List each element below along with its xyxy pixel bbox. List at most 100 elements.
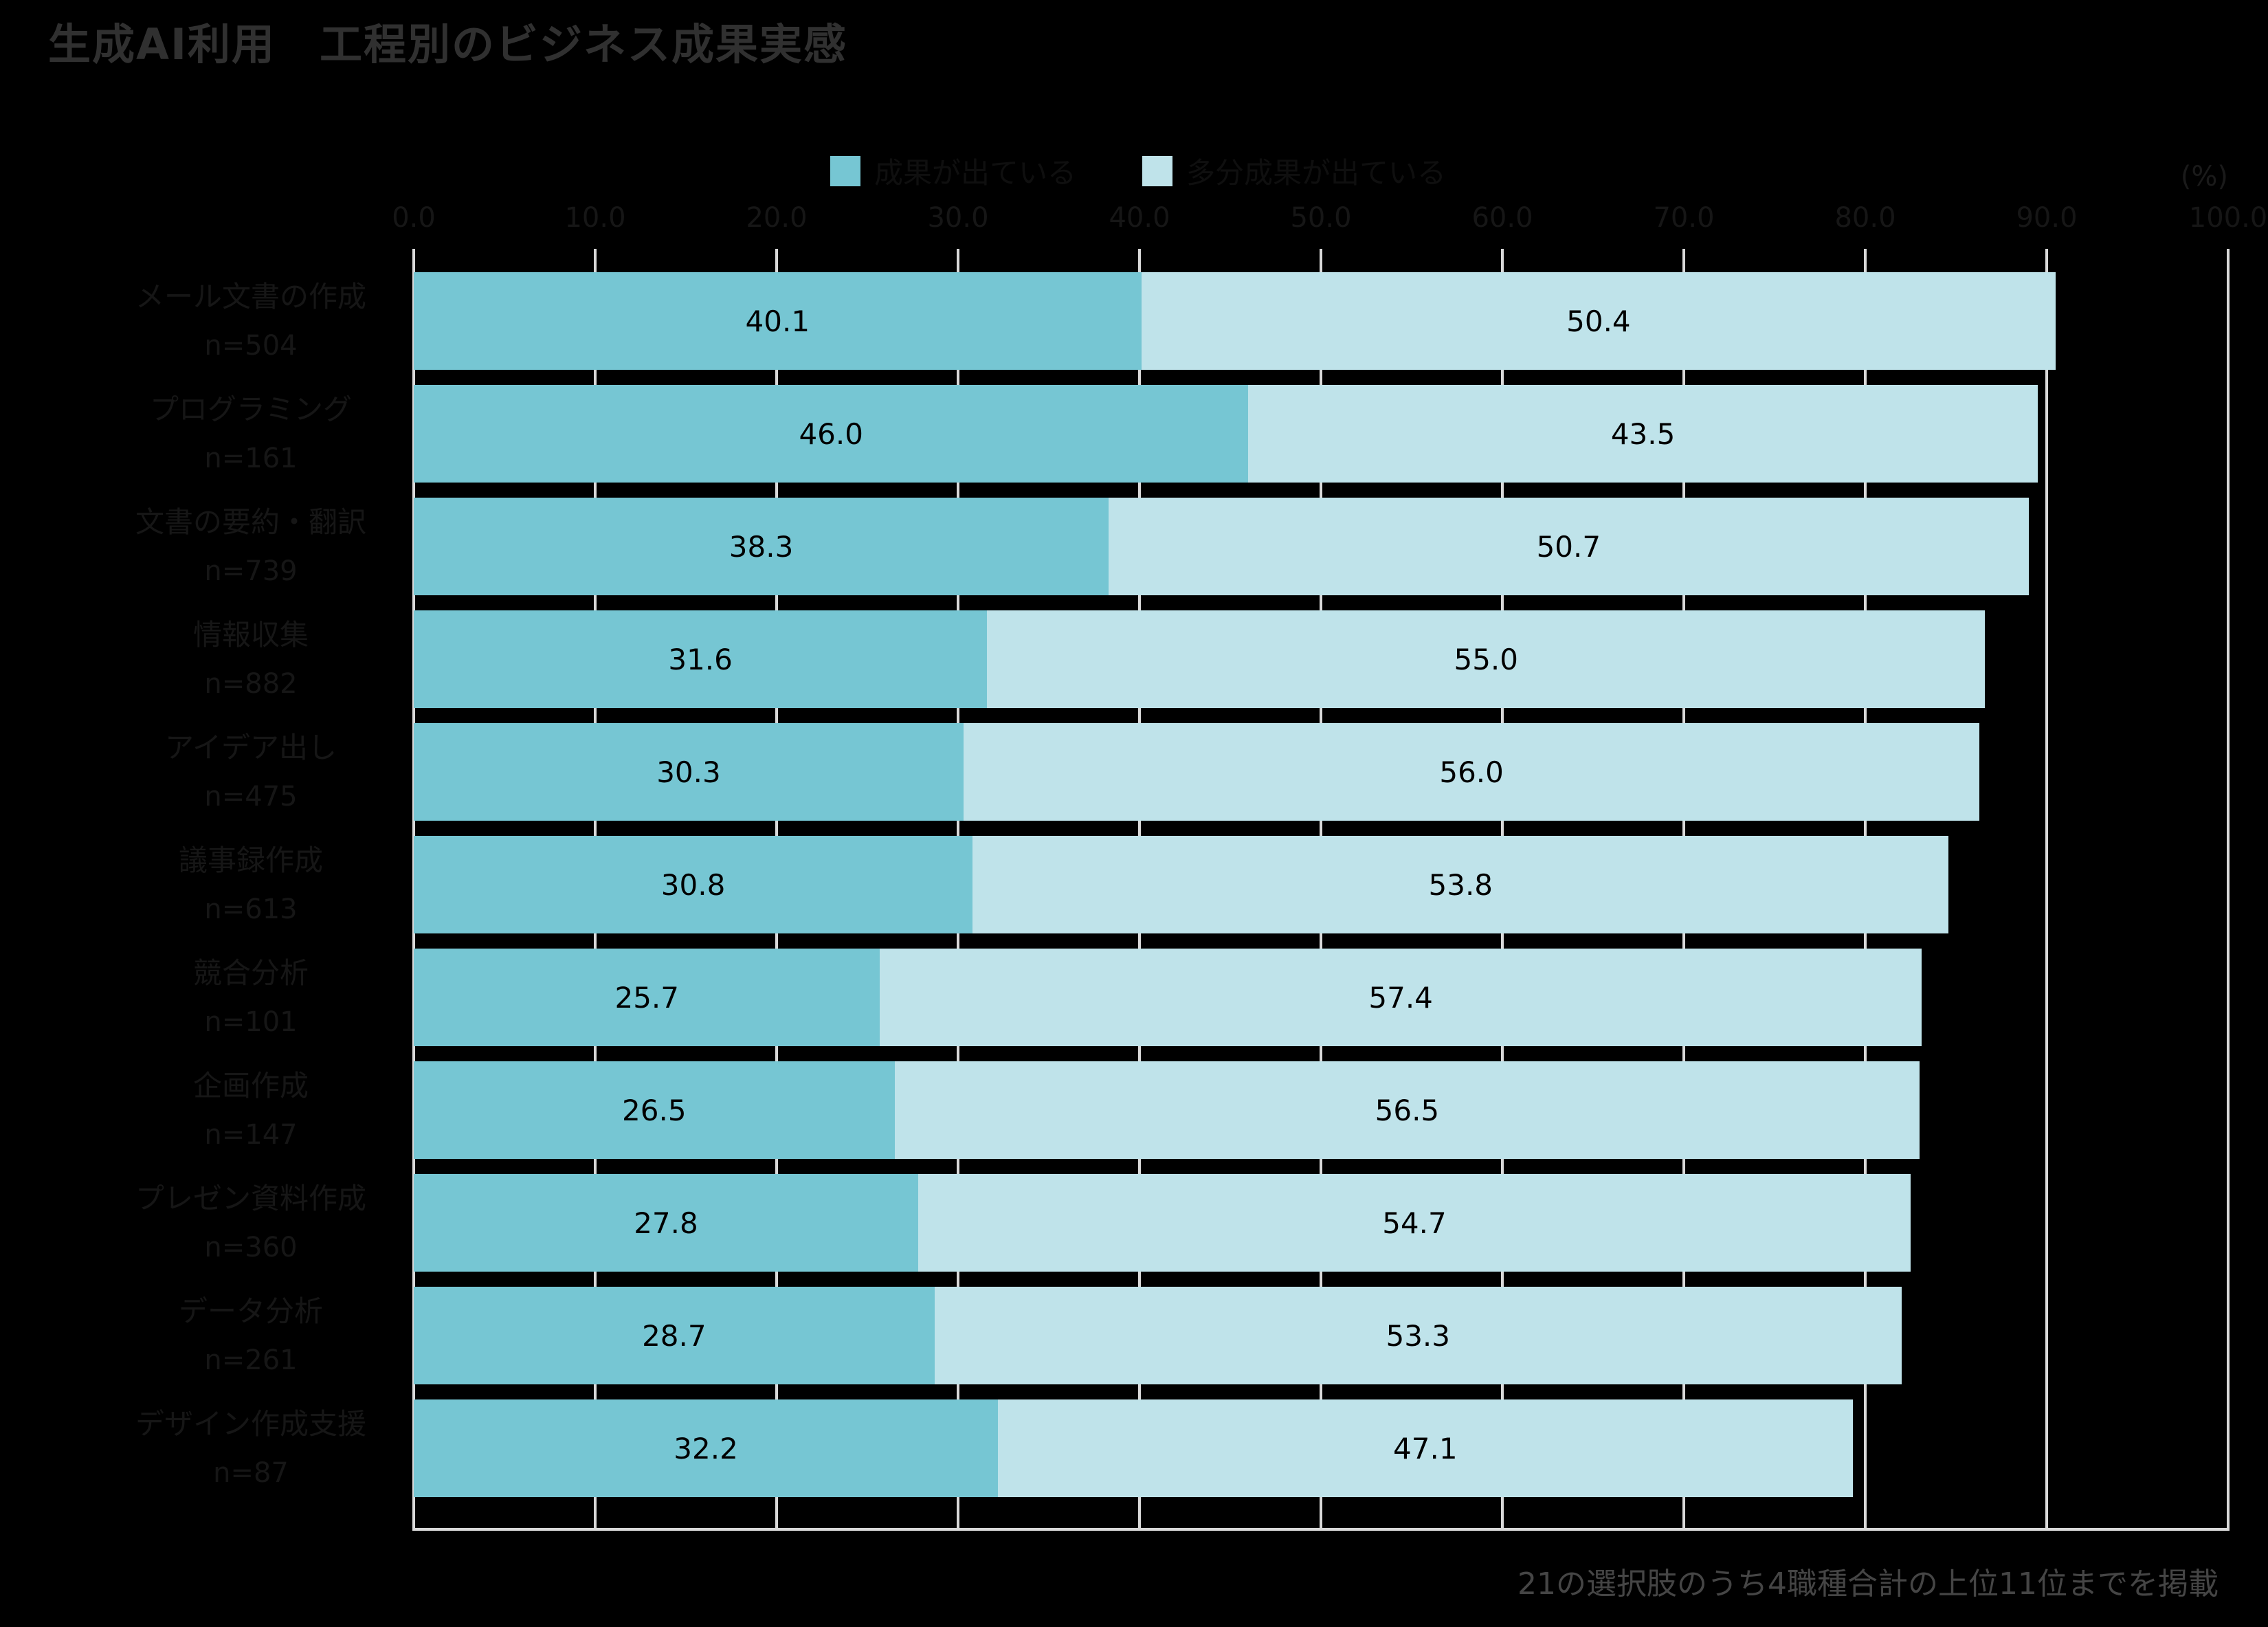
category-label: 競合分析	[192, 956, 309, 990]
bar-row: 32.2 47.1	[414, 1399, 1853, 1497]
category-label-block: メール文書の作成 n=504	[89, 266, 412, 376]
legend: 成果が出ている 多分成果が出ている	[830, 150, 1446, 192]
bar-segment-secondary: 55.0	[987, 610, 1986, 708]
axis-unit-label: (%)	[2180, 161, 2228, 192]
sample-size-label: n=475	[204, 781, 298, 812]
bar-segment-secondary: 50.4	[1141, 272, 2056, 370]
value-label: 50.4	[1566, 304, 1631, 338]
x-axis-tick-label: 0.0	[392, 202, 436, 234]
category-label-block: 競合分析 n=101	[89, 942, 412, 1052]
bar-row: 26.5 56.5	[414, 1061, 1920, 1159]
value-label: 57.4	[1368, 980, 1433, 1015]
bar-row: 46.0 43.5	[414, 385, 2038, 483]
value-label: 54.7	[1382, 1206, 1447, 1240]
legend-item-primary: 成果が出ている	[830, 150, 1076, 192]
bar-segment-primary: 31.6	[414, 610, 988, 708]
bar-row: 30.3 56.0	[414, 723, 1980, 821]
bar-segment-secondary: 54.7	[918, 1174, 1911, 1272]
category-label: 議事録作成	[178, 843, 323, 877]
bar-segment-primary: 38.3	[414, 498, 1109, 595]
sample-size-label: n=87	[213, 1457, 289, 1489]
bar-segment-primary: 30.8	[414, 836, 973, 933]
chart-title: 生成AI利用 工程別のビジネス成果実感	[48, 19, 848, 69]
x-axis-tick-label: 80.0	[1834, 202, 1896, 234]
category-label: 情報収集	[192, 618, 309, 652]
value-label: 31.6	[668, 642, 733, 676]
gridline	[2227, 249, 2230, 1531]
category-label: メール文書の作成	[135, 280, 366, 313]
sample-size-label: n=504	[204, 330, 298, 362]
sample-size-label: n=360	[204, 1232, 298, 1263]
bar-row: 30.8 53.8	[414, 836, 1949, 933]
bar-row: 31.6 55.0	[414, 610, 1986, 708]
x-axis-tick-label: 70.0	[1653, 202, 1715, 234]
value-label: 27.8	[634, 1206, 698, 1240]
category-label: 企画作成	[192, 1069, 309, 1103]
bar-segment-primary: 26.5	[414, 1061, 895, 1159]
category-label-block: プログラミング n=161	[89, 379, 412, 489]
bar-segment-primary: 40.1	[414, 272, 1142, 370]
value-label: 55.0	[1454, 642, 1518, 676]
category-label: 文書の要約・翻訳	[135, 505, 366, 539]
bar-segment-secondary: 47.1	[998, 1399, 1853, 1497]
category-label: プレゼン資料作成	[135, 1182, 366, 1215]
value-label: 25.7	[614, 980, 679, 1015]
sample-size-label: n=739	[204, 555, 298, 587]
value-label: 26.5	[622, 1093, 687, 1127]
legend-swatch-primary	[830, 155, 860, 186]
legend-label-primary: 成果が出ている	[874, 156, 1077, 190]
category-label-block: アイデア出し n=475	[89, 717, 412, 827]
bar-row: 27.8 54.7	[414, 1174, 1911, 1272]
sample-size-label: n=613	[204, 894, 298, 925]
gridline	[2045, 249, 2048, 1531]
bar-segment-secondary: 56.5	[894, 1061, 1920, 1159]
legend-swatch-secondary	[1142, 155, 1173, 186]
value-label: 43.5	[1610, 417, 1676, 451]
category-label-block: デザイン作成支援 n=87	[89, 1393, 412, 1503]
value-label: 28.7	[642, 1318, 707, 1353]
bar-row: 25.7 57.4	[414, 949, 1922, 1046]
sample-size-label: n=882	[204, 668, 298, 700]
bar-segment-primary: 30.3	[414, 723, 964, 821]
bar-segment-primary: 28.7	[414, 1287, 935, 1384]
category-label-block: プレゼン資料作成 n=360	[89, 1168, 412, 1278]
value-label: 38.3	[729, 529, 794, 564]
x-axis-tick-label: 40.0	[1109, 202, 1170, 234]
x-axis-line	[412, 1528, 2230, 1531]
value-label: 32.2	[674, 1431, 738, 1465]
bar-row: 28.7 53.3	[414, 1287, 1902, 1384]
x-axis-tick-label: 90.0	[2016, 202, 2078, 234]
bar-segment-primary: 25.7	[414, 949, 880, 1046]
bar-row: 38.3 50.7	[414, 498, 2029, 595]
bar-row: 40.1 50.4	[414, 272, 2056, 370]
category-label-block: 議事録作成 n=613	[89, 830, 412, 940]
bar-segment-secondary: 43.5	[1248, 385, 2038, 483]
value-label: 50.7	[1536, 529, 1601, 564]
x-axis-tick-label: 50.0	[1290, 202, 1352, 234]
x-axis-tick-label: 60.0	[1471, 202, 1533, 234]
bar-segment-primary: 46.0	[414, 385, 1249, 483]
bar-segment-primary: 27.8	[414, 1174, 918, 1272]
category-label: プログラミング	[149, 392, 352, 426]
value-label: 46.0	[799, 417, 863, 451]
category-label-block: 文書の要約・翻訳 n=739	[89, 491, 412, 601]
sample-size-label: n=147	[204, 1119, 298, 1151]
value-label: 53.3	[1386, 1318, 1450, 1353]
bar-segment-secondary: 56.0	[963, 723, 1980, 821]
value-label: 56.0	[1439, 755, 1504, 789]
category-label: アイデア出し	[165, 731, 337, 764]
bar-segment-secondary: 57.4	[880, 949, 1922, 1046]
value-label: 30.3	[656, 755, 721, 789]
bar-segment-secondary: 53.8	[972, 836, 1949, 933]
category-label: データ分析	[178, 1294, 323, 1328]
plot-area: 40.1 50.4 46.0 43.5 38.3 50.7 31.6 55.0 30.3 56.0…	[412, 249, 2230, 1531]
legend-item-secondary: 多分成果が出ている	[1142, 150, 1446, 192]
category-label-block: データ分析 n=261	[89, 1281, 412, 1391]
x-axis-tick-label: 100.0	[2188, 202, 2268, 234]
value-label: 40.1	[745, 304, 810, 338]
sample-size-label: n=161	[204, 443, 298, 474]
category-label: デザイン作成支援	[135, 1407, 366, 1441]
value-label: 47.1	[1393, 1431, 1458, 1465]
value-label: 56.5	[1375, 1093, 1440, 1127]
